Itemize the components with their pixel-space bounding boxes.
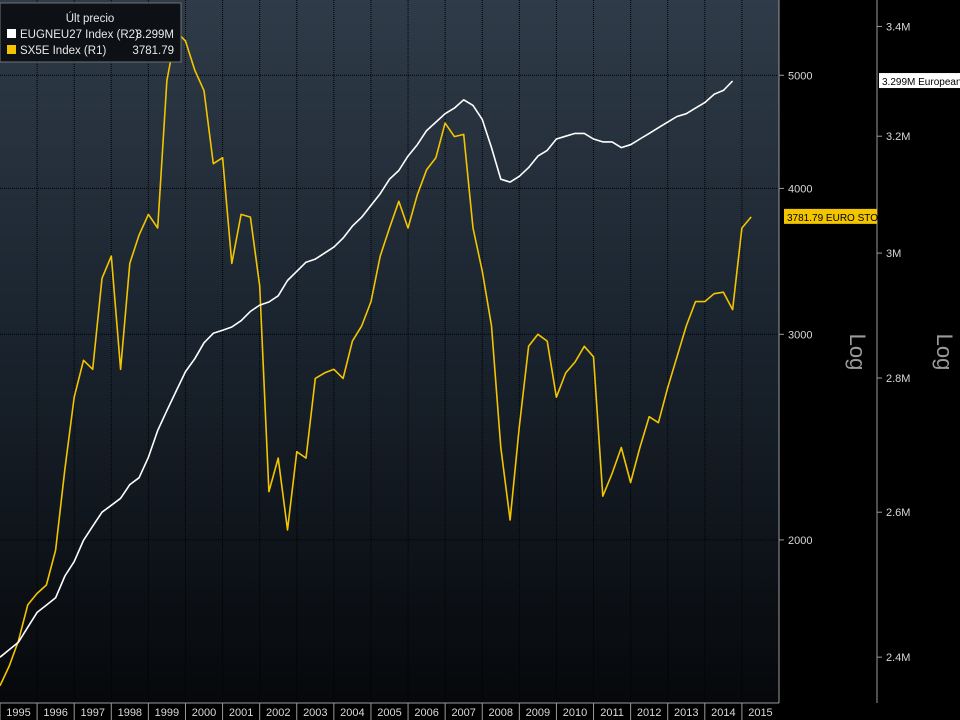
legend: Últ precio EUGNEU27 Index (R2) 3.299M SX… — [0, 2, 182, 63]
r2-tick-label: 3M — [886, 248, 901, 260]
r2-tick-label: 3.4M — [886, 21, 910, 33]
x-axis-panel — [0, 703, 779, 720]
x-tick-label: 1997 — [80, 707, 104, 719]
r2-axis-scale-label: Log — [932, 334, 957, 371]
x-tick-label: 2006 — [414, 707, 438, 719]
x-tick-label: 2005 — [377, 707, 401, 719]
x-tick-label: 2004 — [340, 707, 364, 719]
x-tick-label: 2001 — [229, 707, 253, 719]
r1-tick-label: 3000 — [788, 329, 812, 341]
r2-tick-label: 2.6M — [886, 507, 910, 519]
x-tick-label: 1995 — [6, 707, 30, 719]
x-tick-label: 2015 — [748, 707, 772, 719]
legend-swatch-sx5e — [7, 45, 16, 54]
x-tick-label: 2011 — [600, 707, 624, 719]
x-tick-label: 2002 — [266, 707, 290, 719]
x-tick-label: 2007 — [451, 707, 475, 719]
series-line-eugneu27-index — [0, 80, 734, 658]
x-tick-label: 2010 — [563, 707, 587, 719]
r2-tick-label: 3.2M — [886, 131, 910, 143]
legend-swatch-eugneu27 — [7, 29, 16, 38]
end-tag-box — [879, 73, 960, 89]
legend-title: Últ precio — [66, 12, 115, 25]
legend-label-sx5e: SX5E Index (R1) — [20, 45, 106, 57]
end-tag-box — [784, 208, 877, 224]
r2-ticks: 2.4M 2.6M 2.8M 3M 3.2M 3.4M — [877, 21, 910, 664]
r1-tick-label: 5000 — [788, 70, 812, 82]
r1-tick-label: 2000 — [788, 535, 812, 547]
x-tick-label: 2012 — [637, 707, 661, 719]
x-tick-label: 2008 — [489, 707, 513, 719]
series-line-sx5e-index — [0, 30, 752, 687]
legend-label-eugneu27: EUGNEU27 Index (R2) — [20, 29, 139, 41]
x-tick-label: 1996 — [43, 707, 67, 719]
series-layer — [0, 30, 752, 687]
legend-value-sx5e: 3781.79 — [132, 45, 174, 57]
x-tick-label: 2014 — [711, 707, 735, 719]
x-tick-label: 2003 — [303, 707, 327, 719]
x-tick-label: 2009 — [526, 707, 550, 719]
end-tag-label: 3781.79 EURO STOX — [787, 213, 885, 224]
axis-panel — [779, 0, 960, 720]
x-tick-label: 1999 — [155, 707, 179, 719]
end-tag-label: 3.299M European — [882, 77, 960, 88]
x-tick-label: 2013 — [674, 707, 698, 719]
end-tags: 3.299M European 3781.79 EURO STOX — [784, 73, 960, 224]
r1-axis-scale-label: Log — [845, 334, 870, 371]
x-tick-label: 2000 — [192, 707, 216, 719]
r1-tick-label: 4000 — [788, 183, 812, 195]
legend-value-eugneu27: 3.299M — [136, 29, 174, 41]
x-tick-label: 1998 — [118, 707, 142, 719]
r1-ticks: 2000 3000 4000 5000 — [779, 70, 812, 547]
r2-tick-label: 2.8M — [886, 373, 910, 385]
r2-tick-label: 2.4M — [886, 652, 910, 664]
legend-box — [0, 2, 182, 63]
plot-background — [0, 0, 779, 703]
x-ticks: 1995 1996 1997 1998 1999 2000 2001 2002 2003 2004… — [0, 703, 773, 720]
